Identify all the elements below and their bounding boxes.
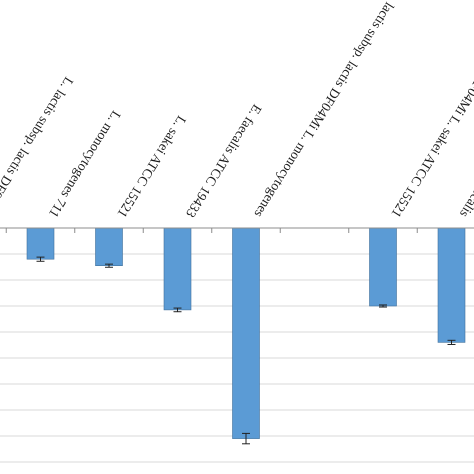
error-bar <box>36 256 45 262</box>
bar <box>437 227 466 343</box>
error-bar <box>242 432 250 445</box>
error-bars <box>36 256 456 445</box>
error-bar <box>379 304 387 308</box>
category-label: L. lactis subsp. lactis DF04Mi L. monocy… <box>251 0 405 220</box>
error-bar <box>173 307 182 313</box>
bars <box>5 227 466 439</box>
bar <box>232 227 260 439</box>
error-bar <box>105 263 113 268</box>
bar <box>26 227 55 260</box>
bar <box>369 227 397 307</box>
bar <box>163 227 192 311</box>
category-label: L. monocytogenes 711 <box>46 108 124 220</box>
category-label: L. sakei ATCC 15521 <box>114 113 189 220</box>
category-labels: L. lactis subsp. lactis DF04Mi L. monocyt… <box>0 0 474 221</box>
bar <box>95 227 123 267</box>
category-label: L. lactis subsp. lactis DF04Mi L. sakei … <box>388 0 474 220</box>
category-label: E. faecalis ATCC 19433 <box>183 102 265 221</box>
error-bar <box>447 339 456 345</box>
